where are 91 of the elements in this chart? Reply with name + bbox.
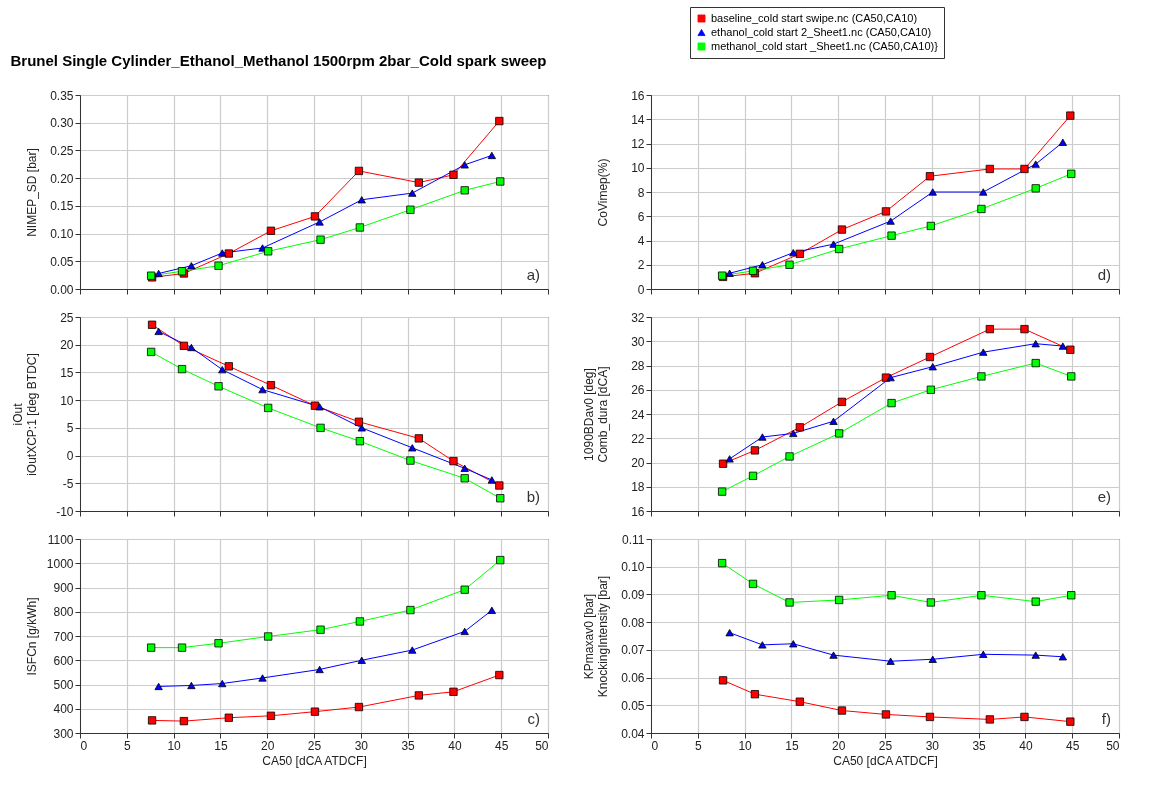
- y-tick-label: 0.05: [621, 698, 645, 713]
- y-tick-label: 0.04: [621, 726, 645, 741]
- x-tick-label: 5: [123, 738, 131, 753]
- y-tick-label: 16: [631, 504, 645, 519]
- y-tick-label: 300: [53, 726, 74, 741]
- x-tick-label: 30: [925, 738, 940, 753]
- annotation: e): [1097, 488, 1111, 505]
- annotation: f): [1101, 710, 1111, 727]
- legend-label: methanol_cold start _Sheet1.nc (CA50,CA10)}: [711, 39, 939, 52]
- x-tick-label: 35: [401, 738, 416, 753]
- x-tick-label: 35: [972, 738, 987, 753]
- y-tick-label: 0.06: [621, 671, 645, 686]
- x-tick-label: 20: [261, 738, 275, 753]
- x-tick-label: 45: [1066, 738, 1080, 753]
- y-tick-label: 0.00: [50, 282, 74, 297]
- y-tick-label: -10: [56, 504, 74, 519]
- x-tick-label: 50: [1106, 738, 1120, 753]
- annotation: d): [1097, 266, 1111, 283]
- y-tick-label: 15: [60, 365, 74, 380]
- y-tick-label: 700: [53, 629, 74, 644]
- y-tick-label: 1000: [46, 556, 74, 571]
- y-axis-title: CoVimep(%): [595, 158, 610, 227]
- legend-label: ethanol_cold start 2_Sheet1.nc (CA50,CA10): [711, 25, 932, 38]
- y-tick-label: 0.15: [50, 199, 74, 214]
- y-tick-label: 26: [631, 383, 645, 398]
- y-tick-label: 30: [631, 334, 645, 349]
- x-tick-label: 15: [214, 738, 228, 753]
- y-tick-label: 0: [637, 282, 645, 297]
- x-tick-label: 5: [694, 738, 702, 753]
- x-tick-label: 25: [878, 738, 893, 753]
- x-tick-label: 0: [651, 738, 659, 753]
- x-tick-label: 20: [832, 738, 846, 753]
- y-tick-label: 900: [53, 581, 74, 595]
- y-tick-label: 18: [631, 480, 645, 495]
- y-tick-label: 6: [637, 209, 645, 224]
- y-tick-label: 0.20: [50, 171, 74, 186]
- x-tick-label: 40: [1019, 738, 1033, 753]
- y-tick-label: 22: [631, 431, 645, 446]
- y-tick-label: 800: [53, 605, 74, 620]
- y-tick-label: 32: [631, 310, 645, 325]
- legend-label: baseline_cold start swipe.nc (CA50,CA10): [711, 11, 918, 24]
- x-tick-label: 0: [80, 738, 88, 753]
- x-tick-label: 25: [307, 738, 322, 753]
- y-tick-label: 14: [631, 112, 645, 127]
- y-tick-label: 12: [631, 137, 645, 151]
- y-tick-label: 0.07: [621, 643, 645, 658]
- y-tick-label: 0.05: [50, 254, 74, 269]
- y-tick-label: 500: [53, 678, 74, 692]
- y-axis-title: NIMEP_SD [bar]: [24, 148, 39, 237]
- x-tick-label: 50: [535, 738, 549, 753]
- y-tick-label: 20: [631, 456, 645, 470]
- y-tick-label: 0.35: [50, 88, 74, 103]
- annotation: b): [526, 488, 540, 505]
- x-axis-title: CA50 [dCA ATDCF]: [262, 753, 367, 768]
- y-tick-label: 400: [53, 702, 74, 717]
- y-tick-label: 2: [637, 258, 645, 273]
- y-tick-label: 0.08: [621, 615, 645, 630]
- y-tick-label: 0.30: [50, 116, 74, 131]
- x-tick-label: 10: [167, 738, 182, 753]
- x-tick-label: 15: [785, 738, 799, 753]
- y-tick-label: 5: [66, 421, 74, 436]
- y-tick-label: 10: [631, 161, 645, 176]
- y-tick-label: 0.10: [621, 560, 645, 575]
- y-tick-label: 8: [637, 185, 645, 200]
- y-tick-label: 20: [60, 338, 74, 353]
- y-tick-label: 25: [60, 310, 74, 325]
- x-tick-label: 10: [738, 738, 753, 753]
- y-tick-label: 16: [631, 88, 645, 103]
- y-axis-title: ISFCn [g/kWh]: [24, 597, 39, 676]
- y-axis-title: 1090BDav0 [deg] Comb_dura [dCA]: [581, 366, 610, 463]
- x-axis-title: CA50 [dCA ATDCF]: [833, 753, 938, 768]
- y-tick-label: 24: [631, 407, 645, 422]
- annotation: a): [526, 266, 540, 283]
- y-tick-label: 10: [60, 393, 74, 408]
- y-axis-title: iOut iOutXCP:1 [deg BTDC]: [10, 353, 39, 476]
- x-tick-label: 40: [448, 738, 462, 753]
- chart-title: Brunel Single Cylinder_Ethanol_Methanol 1500rpm 2bar_Cold spark sweep: [10, 51, 547, 69]
- y-tick-label: 4: [637, 234, 645, 248]
- y-tick-label: -5: [62, 476, 74, 491]
- y-tick-label: 0: [66, 449, 74, 464]
- y-tick-label: 0.10: [50, 227, 74, 242]
- y-axis-title: KPmaxav0 [bar] KnockingIntensity [bar]: [581, 575, 610, 698]
- y-tick-label: 0.11: [622, 532, 645, 547]
- x-tick-label: 30: [354, 738, 369, 753]
- y-tick-label: 1100: [47, 532, 74, 547]
- y-tick-label: 28: [631, 359, 645, 373]
- y-tick-label: 0.25: [50, 143, 74, 158]
- y-tick-label: 0.09: [621, 587, 645, 602]
- annotation: c): [527, 710, 540, 727]
- x-tick-label: 45: [495, 738, 509, 753]
- y-tick-label: 600: [53, 653, 74, 668]
